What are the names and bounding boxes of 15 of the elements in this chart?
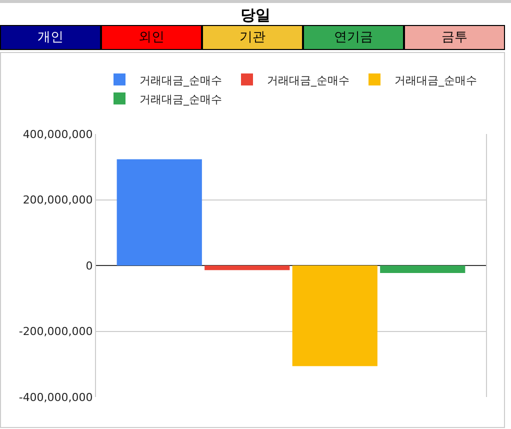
- y-tick-label: -400,000,000: [18, 390, 93, 404]
- legend-label: 거래대금_순매수: [394, 74, 477, 87]
- chart-title: 당일: [0, 0, 511, 25]
- legend-label: 거래대금_순매수: [140, 74, 222, 87]
- legend-label: 거래대금_순매수: [140, 92, 222, 106]
- text: 외인: [101, 25, 202, 50]
- legend-label: 거래대금_순매수: [267, 74, 350, 87]
- text: 연기금: [303, 25, 404, 50]
- y-tick-label: 200,000,000: [22, 194, 93, 207]
- text: 금투: [404, 25, 505, 50]
- y-tick-label: -200,000,000: [18, 325, 93, 338]
- text: 기관: [202, 25, 303, 50]
- y-tick-label: 400,000,000: [22, 128, 93, 141]
- y-tick-label: 0: [86, 259, 93, 272]
- text: 개인: [0, 25, 101, 50]
